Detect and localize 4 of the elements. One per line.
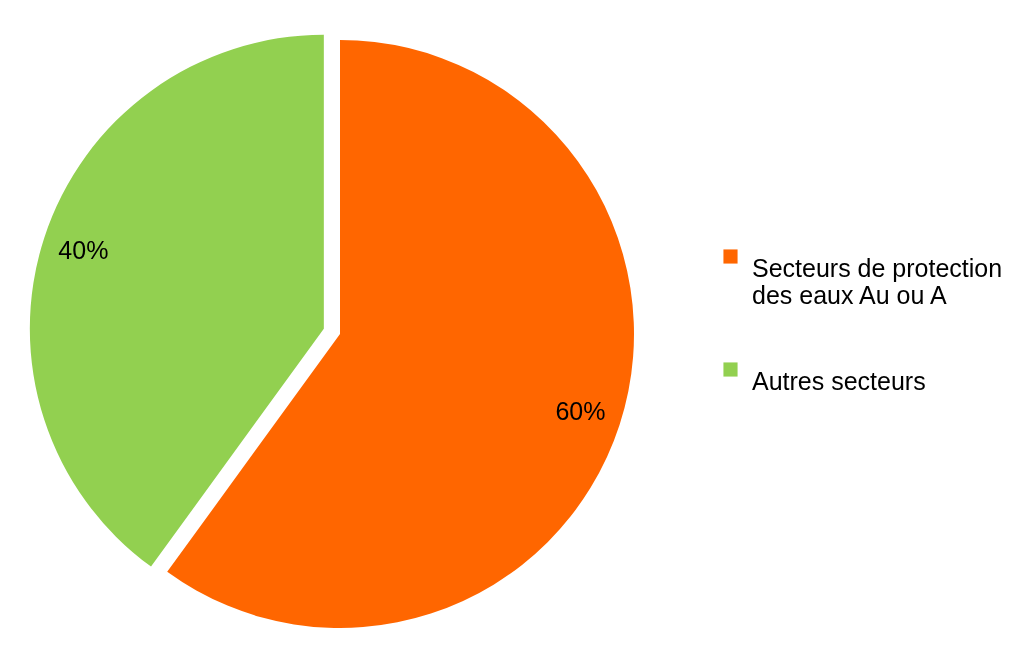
data-label: 60% xyxy=(555,397,606,426)
data-label: 40% xyxy=(58,235,109,264)
legend-label: Secteurs de protection des eaux Au ou A xyxy=(752,253,1003,309)
legend-label: Autres secteurs xyxy=(752,366,926,395)
